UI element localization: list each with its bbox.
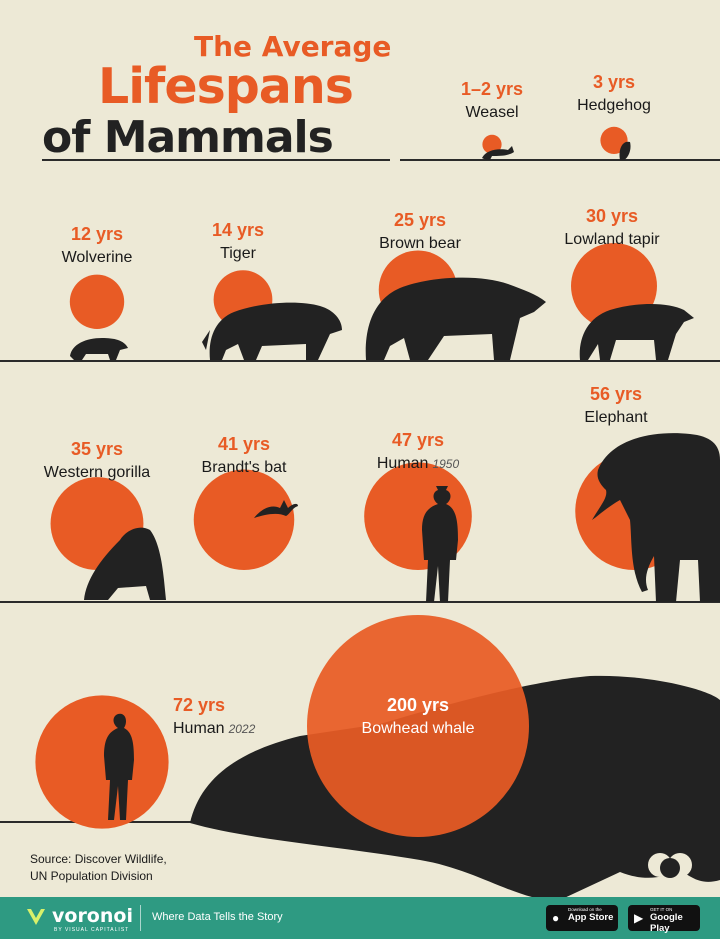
tagline: Where Data Tells the Story: [152, 911, 283, 923]
animal-name-label: Tiger: [220, 245, 257, 262]
bubble-wolverine: [69, 274, 125, 329]
lifespan-labels: 1–2 yrs Weasel 3 yrs Hedgehog 12 yrs Wolverin…: [44, 72, 660, 737]
bubble-human: [35, 695, 169, 829]
animal-name-label: Brown bear: [379, 235, 461, 252]
animal-name-label: Brandt's bat: [202, 459, 287, 476]
weasel-icon: [482, 146, 514, 160]
value-label: 25 yrs: [394, 210, 446, 230]
bubble-brandt-s-bat: [193, 469, 295, 570]
animal-name-label: Weasel: [465, 104, 518, 121]
app-store-text: App Store: [568, 912, 614, 923]
source-line-1: Source: Discover Wildlife,: [30, 852, 167, 866]
animal-name-label: Human 1950: [377, 455, 460, 472]
wolverine-icon: [70, 338, 128, 360]
footer-bar: voronoi BY VISUAL CAPITALIST Where Data …: [0, 897, 720, 939]
hedgehog-icon: [619, 141, 631, 160]
title-line-3: of Mammals: [42, 112, 334, 163]
value-label: 30 yrs: [586, 206, 638, 226]
footer-divider: [140, 905, 141, 931]
bubble-weasel: [482, 134, 502, 154]
tiger-icon: [202, 302, 342, 360]
animal-name-label: Hedgehog: [577, 97, 651, 114]
value-label: 200 yrs: [387, 695, 449, 715]
bubble-bowhead-whale: [307, 615, 529, 837]
animal-name-label: Elephant: [584, 409, 648, 426]
animal-name-label: Western gorilla: [44, 464, 151, 481]
animal-silhouettes: [70, 141, 720, 878]
google-play-small-text: GET IT ON: [650, 907, 673, 912]
title-line-3-text: of Mammals: [42, 112, 334, 163]
value-label: 41 yrs: [218, 434, 270, 454]
animal-name-label: Human 2022: [173, 720, 256, 737]
voronoi-logo-icon: [27, 909, 45, 925]
value-label: 47 yrs: [392, 430, 444, 450]
title-line-2: Lifespans: [98, 58, 354, 115]
elephant-icon: [592, 433, 720, 602]
value-label: 12 yrs: [71, 224, 123, 244]
value-label: 14 yrs: [212, 220, 264, 240]
value-label: 72 yrs: [173, 695, 225, 715]
human-icon: [104, 713, 134, 820]
visual-capitalist-logo-icon: [648, 853, 692, 878]
bubble-hedgehog: [600, 126, 628, 154]
value-label: 3 yrs: [593, 72, 635, 92]
google-play-button[interactable]: ▶ GET IT ON Google Play: [628, 905, 700, 934]
gorilla-icon: [84, 527, 166, 600]
source-line-2: UN Population Division: [30, 869, 153, 883]
apple-icon: ●: [552, 911, 560, 925]
value-label: 35 yrs: [71, 439, 123, 459]
year-label: 1950: [432, 457, 459, 471]
animal-name-label: Lowland tapir: [564, 231, 660, 248]
animal-name-label: Wolverine: [62, 249, 133, 266]
app-store-button[interactable]: ● Download on the App Store: [546, 905, 618, 931]
title-line-1: The Average: [194, 30, 392, 63]
value-label: 56 yrs: [590, 384, 642, 404]
brand-subtitle: BY VISUAL CAPITALIST: [54, 927, 130, 933]
app-store-small-text: Download on the: [568, 907, 602, 912]
bat-icon: [254, 500, 298, 518]
google-play-icon: ▶: [634, 911, 644, 925]
human-icon: [422, 486, 458, 602]
value-label: 1–2 yrs: [461, 79, 523, 99]
google-play-text: Google Play: [650, 912, 683, 934]
brown-bear-icon: [365, 277, 546, 360]
animal-name-label: Bowhead whale: [362, 720, 475, 737]
tapir-icon: [579, 304, 694, 360]
brand-name[interactable]: voronoi: [52, 905, 133, 927]
year-label: 2022: [228, 722, 256, 736]
